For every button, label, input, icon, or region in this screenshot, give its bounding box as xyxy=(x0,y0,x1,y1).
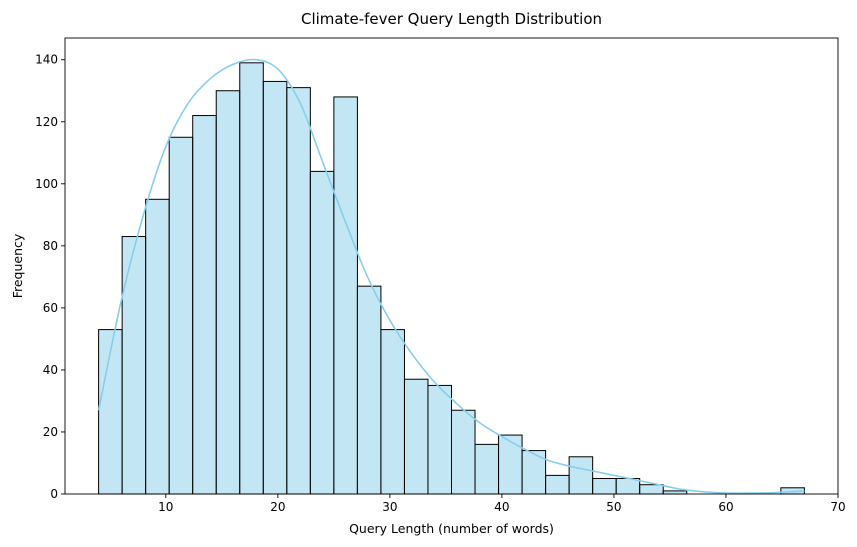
x-tick-label: 50 xyxy=(606,500,621,514)
y-axis-label: Frequency xyxy=(10,233,25,298)
histogram-bar xyxy=(592,477,617,495)
chart-title: Climate-fever Query Length Distribution xyxy=(301,10,602,28)
kde-curve xyxy=(97,58,805,494)
histogram-bars xyxy=(98,62,805,495)
x-tick-label: 70 xyxy=(830,500,845,514)
y-tick-label: 100 xyxy=(35,177,58,191)
histogram-bar xyxy=(568,456,594,495)
histogram-bar xyxy=(498,434,523,495)
x-tick-label: 60 xyxy=(718,500,733,514)
histogram-bar xyxy=(168,136,194,495)
histogram-bar xyxy=(215,90,241,495)
plot-area-frame xyxy=(64,37,839,495)
histogram-bar xyxy=(356,285,382,495)
y-tick-label: 80 xyxy=(43,239,58,253)
histogram-bar xyxy=(262,80,288,495)
x-axis-label: Query Length (number of words) xyxy=(349,521,554,536)
histogram-bar xyxy=(192,115,217,495)
histogram-bar xyxy=(239,62,264,495)
histogram-bar xyxy=(474,443,500,495)
histogram-bar xyxy=(380,329,405,495)
histogram-bar xyxy=(286,87,311,495)
y-tick-label: 0 xyxy=(50,487,58,501)
histogram-bar xyxy=(121,236,147,495)
x-tick-label: 30 xyxy=(382,500,397,514)
histogram-bar xyxy=(145,198,170,495)
x-tick-label: 20 xyxy=(270,500,285,514)
x-tick-label: 10 xyxy=(158,500,173,514)
y-tick-label: 20 xyxy=(43,425,58,439)
y-tick-label: 60 xyxy=(43,301,58,315)
histogram-bar xyxy=(309,170,335,495)
y-tick-label: 40 xyxy=(43,363,58,377)
histogram-bar xyxy=(639,484,664,495)
x-axis-ticks: 10 20 30 40 50 60 70 xyxy=(158,494,846,514)
histogram-bar xyxy=(451,409,476,495)
x-tick-label: 40 xyxy=(494,500,509,514)
histogram-bar xyxy=(333,96,358,495)
histogram-bar xyxy=(662,490,688,495)
histogram-bar xyxy=(427,384,452,495)
y-tick-label: 120 xyxy=(35,115,58,129)
y-axis-ticks: 0 20 40 60 80 100 120 140 xyxy=(35,53,65,501)
histogram-bar xyxy=(403,378,429,495)
y-tick-label: 140 xyxy=(35,53,58,67)
histogram-bar xyxy=(545,474,570,495)
